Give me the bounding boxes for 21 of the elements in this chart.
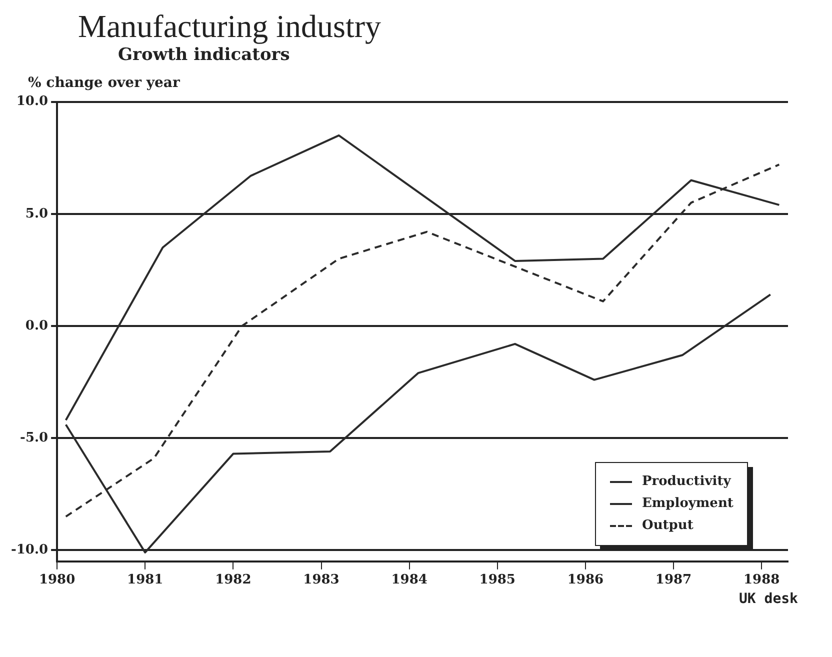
chart-subtitle: Growth indicators	[117, 45, 291, 65]
y-tick-label: 0.0	[25, 318, 48, 334]
y-tick-label: -10.0	[10, 542, 48, 558]
x-tick-label: 1980	[38, 572, 76, 588]
x-tick-label: 1981	[127, 572, 164, 588]
y-tick-label: 10.0	[16, 94, 48, 110]
x-tick-label: 1983	[303, 572, 340, 588]
y-tick-label: -5.0	[20, 430, 48, 446]
x-tick-label: 1987	[655, 572, 692, 588]
legend-label: Employment	[642, 495, 734, 514]
y-tick-label: 5.0	[25, 206, 48, 222]
legend-label: Productivity	[642, 473, 731, 492]
x-tick-label: 1988	[743, 572, 780, 588]
x-tick-label: 1984	[391, 572, 428, 588]
chart-title: Manufacturing industry	[77, 8, 382, 45]
legend-label: Output	[642, 517, 694, 536]
x-tick-label: 1986	[567, 572, 604, 588]
x-tick-label: 1982	[215, 572, 252, 588]
text: UK desk	[738, 591, 799, 607]
y-axis-title: % change over year	[27, 75, 181, 91]
x-tick-label: 1985	[479, 572, 516, 588]
